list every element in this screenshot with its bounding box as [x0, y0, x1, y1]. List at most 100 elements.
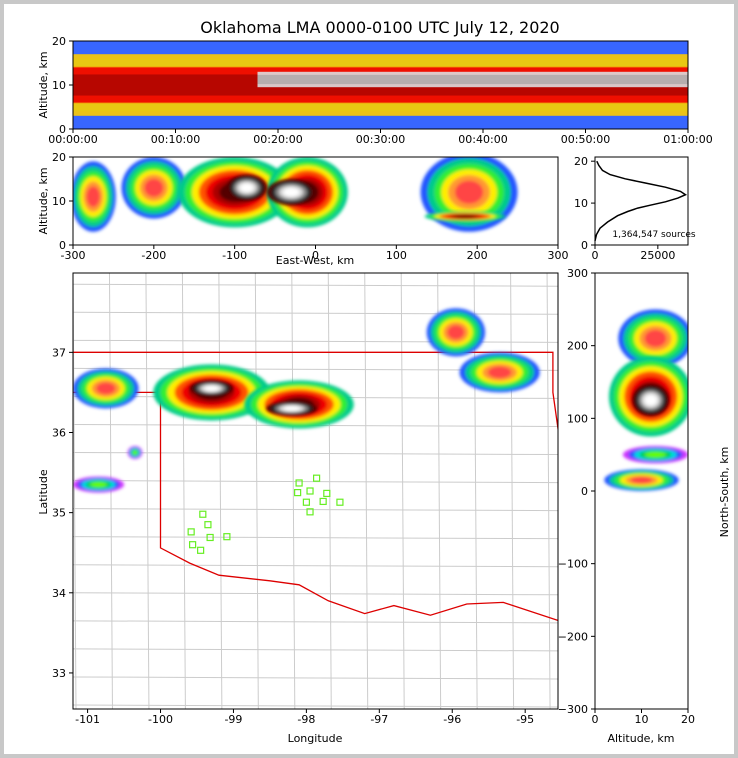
county-line [73, 564, 558, 568]
figure-frame: Oklahoma LMA 0000-0100 UTC July 12, 2020… [4, 4, 734, 754]
longitude-tick-label: -98 [297, 713, 315, 726]
density-contour [645, 451, 666, 458]
time-tick-label: 00:10:00 [151, 133, 200, 146]
northsouth-altitude-ticks: 0 10 20 300 200 100 0 −100 −200 −300 [558, 267, 695, 726]
lma-station-marker [306, 508, 314, 516]
storm-cell-plan [189, 380, 234, 397]
lma-station-marker [204, 521, 212, 529]
eastwest-tick-label: 0 [312, 249, 319, 262]
time-tick-label: 00:20:00 [253, 133, 302, 146]
altitude-eastwest-xlabel: East-West, km [276, 254, 354, 267]
altitude-tick-label: 10 [635, 713, 649, 726]
altitude-tick-label: 20 [52, 151, 66, 164]
time-tick-label: 00:00:00 [48, 133, 97, 146]
storm-cell-plan [127, 446, 143, 459]
eastwest-tick-label: -200 [141, 249, 166, 262]
lma-station-marker [302, 498, 310, 506]
storm-cell-eastwest [226, 174, 267, 201]
lma-station-marker [189, 541, 197, 549]
time-tick-label: 00:40:00 [458, 133, 507, 146]
altitude-tick-label: 0 [581, 239, 588, 252]
storm-cell-plan [459, 352, 540, 393]
northsouth-altitude-ylabel: North-South, km [718, 447, 731, 538]
longitude-tick-label: -100 [148, 713, 173, 726]
northsouth-altitude-plot [604, 309, 688, 491]
storm-cell-northsouth [618, 309, 688, 368]
storm-cell-plan [426, 308, 486, 357]
county-line [73, 648, 558, 652]
lma-station-marker [199, 510, 207, 518]
storm-cell-northsouth [632, 384, 670, 417]
county-line [73, 283, 558, 287]
latitude-tick-label: 36 [52, 426, 66, 439]
plan-view-ticks: -101 -100 -99 -98 -97 -96 -95 33 34 35 36 37 [52, 346, 534, 726]
source-count-annotation: 1,364,547 sources [612, 230, 696, 240]
storm-cell-eastwest [424, 211, 506, 222]
county-line [73, 536, 558, 540]
northsouth-tick-label: −300 [558, 703, 588, 716]
density-contour [630, 476, 653, 484]
northsouth-tick-label: −100 [558, 558, 588, 571]
source-count-tick-label: 0 [592, 249, 599, 262]
altitude-band-core-peak [257, 74, 688, 85]
county-line [181, 273, 186, 709]
plan-view-plot [73, 273, 558, 709]
altitude-time-ylabel: Altitude, km [37, 51, 50, 118]
lma-station-marker [223, 533, 231, 541]
source-count-tick-label: 25000 [640, 249, 675, 262]
county-line [73, 508, 558, 512]
lma-station-marker [336, 498, 344, 506]
density-contour [86, 186, 100, 207]
altitude-tick-label: 10 [574, 197, 588, 210]
time-tick-label: 00:30:00 [356, 133, 405, 146]
source-histogram-plot [594, 160, 688, 241]
lma-station-marker [206, 533, 214, 542]
northsouth-tick-label: 200 [567, 340, 588, 353]
longitude-tick-label: -99 [224, 713, 242, 726]
lma-station-marker [306, 487, 314, 495]
density-contour [644, 329, 667, 347]
longitude-tick-label: -97 [370, 713, 388, 726]
northsouth-tick-label: 0 [581, 485, 588, 498]
latitude-tick-label: 34 [52, 587, 66, 600]
county-line [73, 452, 558, 456]
density-contour [487, 366, 512, 379]
latitude-tick-label: 37 [52, 346, 66, 359]
county-line [510, 273, 515, 709]
density-contour [454, 214, 477, 218]
altitude-tick-label: 0 [59, 123, 66, 136]
source-histogram-frame [594, 156, 689, 246]
eastwest-tick-label: 300 [548, 249, 569, 262]
plan-view-xlabel: Longitude [288, 732, 343, 745]
source-histogram-ticks: 0 25000 0 10 20 [574, 155, 675, 262]
longitude-tick-label: -96 [443, 713, 461, 726]
altitude-eastwest-ylabel: Altitude, km [37, 167, 50, 234]
time-tick-label: 00:50:00 [561, 133, 610, 146]
county-line [73, 704, 558, 708]
density-contour [204, 385, 219, 391]
county-line [546, 273, 551, 709]
eastwest-tick-label: -100 [222, 249, 247, 262]
state-boundary [73, 351, 558, 622]
lma-station-marker [319, 497, 327, 506]
lma-station-marker [187, 528, 195, 536]
altitude-eastwest-plot [73, 157, 518, 232]
storm-cell-northsouth [622, 445, 688, 464]
storm-cell-eastwest [420, 157, 518, 232]
storm-cell-northsouth [604, 469, 679, 491]
latitude-tick-label: 33 [52, 667, 66, 680]
altitude-tick-label: 0 [59, 239, 66, 252]
altitude-time-plot [73, 41, 688, 129]
density-contour [644, 395, 657, 406]
county-line [291, 273, 296, 709]
density-contour [240, 183, 254, 193]
county-line [364, 273, 369, 709]
density-contour [447, 325, 465, 340]
source-count-line [594, 160, 688, 241]
altitude-tick-label: 20 [574, 155, 588, 168]
lma-station-marker [197, 546, 205, 554]
county-line [400, 273, 405, 709]
eastwest-tick-label: 200 [467, 249, 488, 262]
longitude-tick-label: -101 [75, 713, 100, 726]
altitude-tick-label: 20 [52, 35, 66, 48]
